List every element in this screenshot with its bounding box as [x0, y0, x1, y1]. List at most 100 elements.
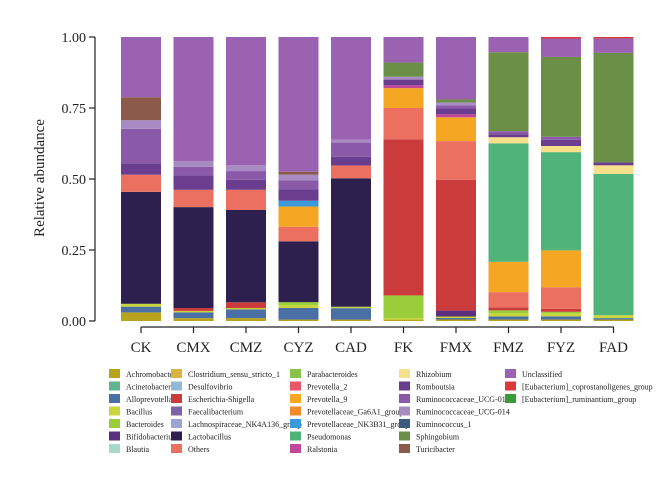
bar-segment: Achromobacter	[121, 312, 161, 321]
x-tick-label: FYZ	[547, 340, 575, 356]
legend-item: [Eubacterium]_coprostanoligenes_group	[505, 381, 653, 392]
bar-stack-fad: AchromobacterAlloprevotellaBacillusPseud…	[593, 37, 634, 321]
legend-item: Lactobacillus	[171, 431, 231, 442]
bar-segment: Achromobacter	[383, 319, 424, 321]
bar-segment: Unclassified	[173, 37, 214, 161]
legend-swatch	[290, 394, 301, 403]
legend-label: Escherichia-Shigella	[188, 395, 255, 404]
bar-segment: Alloprevotella	[173, 312, 214, 319]
bar-segment: Bacteroides	[541, 311, 581, 314]
bar-segment: Turicibacter	[278, 171, 319, 175]
bar-segment: Lactobacillus	[121, 191, 161, 304]
bar-segment: Ruminococcaceae_UCG-013	[436, 105, 476, 109]
legend-swatch	[290, 444, 301, 453]
x-tick-label: CYZ	[284, 340, 314, 356]
bar-segment: Achromobacter	[226, 318, 266, 321]
bar-segment: Unclassified	[541, 38, 581, 57]
legend-label: Blautia	[126, 445, 150, 454]
legend-item: Prevotellaceae_NK3B31_group	[290, 419, 409, 429]
legend-label: Ralstonia	[307, 445, 338, 454]
bar-segment: Bacillus	[278, 305, 319, 308]
bar-segment: Unclassified	[331, 37, 371, 140]
bar-segment: Ruminococcaceae_UCG-014	[436, 102, 476, 106]
bar-segment: Sphingobium	[488, 52, 529, 132]
legend-label: Prevotellaceae_Ga6A1_group	[307, 408, 403, 417]
bar-segment: Bacillus	[593, 315, 634, 319]
bar-segment: Unclassified	[383, 37, 424, 63]
legend-label: Ruminococcaceae_UCG-014	[416, 408, 510, 417]
bar-segment: Achromobacter	[541, 319, 581, 321]
bar-segment: Ruminococcaceae_UCG-014	[226, 165, 266, 172]
bar-segment: Others	[331, 165, 371, 179]
x-tick-label: FMZ	[493, 340, 524, 356]
legend-item: Faecalibacterium	[171, 406, 244, 417]
legend-swatch	[109, 406, 120, 416]
legend-item: Achromobacter	[109, 369, 176, 379]
legend-item: Desulfovibrio	[171, 381, 232, 392]
y-axis: 0.00 0.25 0.50 0.75 1.00	[62, 31, 96, 330]
legend-swatch	[109, 419, 120, 428]
bar-segment: Sphingobium	[436, 99, 476, 103]
legend-label: Alloprevotella	[126, 395, 173, 404]
bar-segment: Ruminococcaceae_UCG-013	[173, 166, 214, 176]
bar-segment: [Eubacterium]_coprostanoligenes_group	[541, 37, 581, 39]
bar-segment: Escherichia-Shigella	[383, 139, 424, 296]
legend-label: Ruminococcaceae_UCG-013	[416, 395, 510, 404]
bar-stack-ck: AchromobacterAlloprevotellaBacillusLacto…	[121, 37, 161, 321]
bar-segment: Lactobacillus	[278, 241, 319, 303]
legend-swatch	[109, 431, 120, 441]
bar-segment: Unclassified	[121, 37, 161, 98]
bar-stack-fk: AchromobacterBacillusBacteroidesEscheric…	[383, 37, 424, 321]
x-tick-label: FAD	[599, 340, 628, 356]
bar-segment: Alloprevotella	[331, 308, 371, 320]
bar-segment: Sphingobium	[593, 52, 634, 163]
y-tick-label: 0.50	[62, 173, 87, 188]
bar-segment: Others	[383, 108, 424, 140]
legend-item: Prevotella_2	[290, 381, 347, 392]
legend-label: Acinetobacter	[126, 383, 171, 392]
bar-segment: Ruminococcaceae_UCG-013	[541, 136, 581, 140]
legend-swatch	[290, 369, 301, 378]
legend-item: Acinetobacter	[109, 381, 171, 392]
legend-item: Others	[171, 444, 209, 454]
legend-item: Prevotella_9	[290, 394, 347, 404]
x-tick-label: CMX	[176, 340, 210, 356]
legend-item: Clostridium_sensu_stricto_1	[171, 369, 280, 379]
legend-label: Desulfovibrio	[188, 383, 232, 392]
legend-swatch	[399, 394, 410, 403]
legend-item: Parabacteroides	[290, 369, 358, 379]
bar-segment: Bacillus	[173, 310, 214, 313]
bar-segment: Achromobacter	[331, 319, 371, 321]
legend-item: Bifidobacterium	[109, 431, 179, 442]
bar-segment: Rhizobium	[593, 165, 634, 174]
legend-label: Bacteroides	[126, 420, 164, 429]
bar-segment: Bacillus	[121, 303, 161, 307]
bar-segment: Romboutsia	[593, 162, 634, 166]
bar-segment: Rhizobium	[488, 137, 529, 144]
bar-stack-cyz: AchromobacterAlloprevotellaBacillusBacte…	[278, 37, 319, 321]
legend-label: Clostridium_sensu_stricto_1	[188, 370, 280, 379]
y-tick-label: 0.00	[62, 315, 87, 330]
bar-segment: Unclassified	[488, 37, 529, 53]
legend-label: Turicibacter	[416, 445, 455, 454]
legend-label: Others	[188, 445, 209, 454]
legend-label: Prevotella_2	[307, 383, 347, 392]
bar-segment: Bacillus	[436, 316, 476, 319]
bar-segment: Others	[226, 189, 266, 210]
legend-item: Blautia	[109, 444, 150, 454]
bar-segment: Escherichia-Shigella	[226, 302, 266, 309]
bar-segment: Ruminococcaceae_UCG-013	[226, 171, 266, 180]
bar-segment: Ruminococcaceae_UCG-013	[278, 180, 319, 190]
bar-segment: Bacillus	[541, 313, 581, 317]
legend-swatch	[290, 381, 301, 391]
bar-segment: Ralstonia	[383, 85, 424, 89]
bar-segment: Bacillus	[226, 308, 266, 310]
legend-item: [Eubacterium]_ruminantium_group	[505, 394, 636, 404]
legend-label: Rhizobium	[416, 370, 452, 379]
bar-segment: Bacillus	[331, 306, 371, 309]
bar-segment: Pseudomonas	[593, 173, 634, 316]
bar-segment: Others	[121, 174, 161, 192]
bar-segment: Escherichia-Shigella	[488, 307, 529, 311]
bar-segment: Alloprevotella	[541, 316, 581, 320]
legend-item: Unclassified	[505, 369, 562, 379]
